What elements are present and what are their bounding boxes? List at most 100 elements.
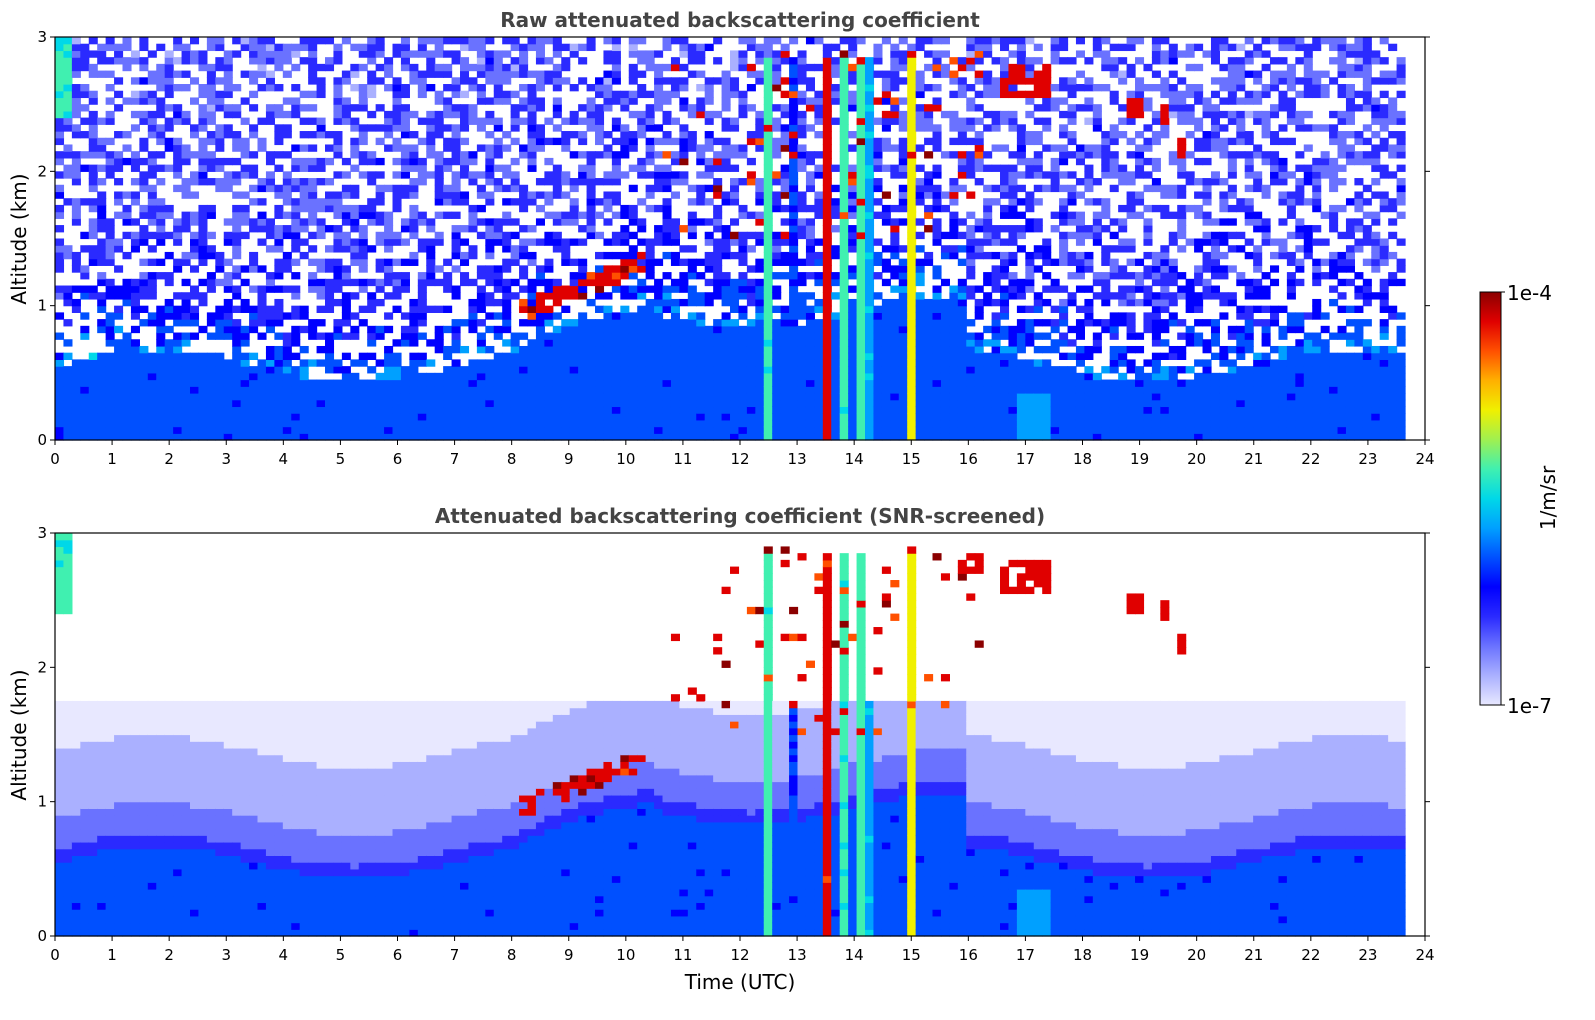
- heatmap-cell: [552, 379, 562, 387]
- heatmap-cell: [696, 345, 706, 354]
- heatmap-cell: [805, 37, 815, 45]
- heatmap-cell: [299, 57, 309, 65]
- heatmap-cell: [881, 298, 891, 307]
- heatmap-cell: [763, 70, 773, 78]
- heatmap-cell: [206, 77, 216, 85]
- heatmap-cell: [805, 406, 815, 414]
- heatmap-cell: [696, 84, 706, 92]
- heatmap-cell: [190, 292, 200, 300]
- heatmap-cell: [80, 84, 90, 92]
- heatmap-cell: [552, 298, 562, 307]
- heatmap-cell: [88, 392, 98, 401]
- heatmap-cell: [569, 406, 579, 414]
- heatmap-cell: [578, 419, 588, 428]
- heatmap-cell: [502, 392, 512, 401]
- heatmap-cell: [924, 433, 934, 441]
- heatmap-cell: [1000, 178, 1010, 186]
- heatmap-cell: [755, 278, 765, 287]
- heatmap-cell: [687, 137, 697, 146]
- heatmap-cell: [282, 198, 292, 206]
- heatmap-cell: [291, 272, 301, 280]
- heatmap-cell: [595, 413, 605, 421]
- heatmap-cell: [375, 392, 385, 401]
- heatmap-cell: [173, 319, 183, 327]
- heatmap-cell: [358, 84, 368, 92]
- heatmap-cell: [578, 366, 588, 374]
- heatmap-cell: [907, 251, 917, 260]
- heatmap-cell: [215, 37, 225, 45]
- heatmap-cell: [139, 43, 149, 52]
- heatmap-cell: [898, 97, 908, 105]
- heatmap-cell: [190, 57, 200, 65]
- heatmap-cell: [384, 413, 394, 421]
- heatmap-cell: [780, 413, 790, 421]
- heatmap-cell: [763, 339, 773, 347]
- heatmap-cell: [55, 171, 65, 179]
- heatmap-cell: [282, 413, 292, 421]
- heatmap-cell: [595, 332, 605, 340]
- heatmap-cell: [637, 90, 647, 99]
- heatmap-cell: [797, 204, 807, 213]
- heatmap-cell: [856, 131, 866, 139]
- heatmap-cell: [173, 379, 183, 387]
- heatmap-cell: [156, 151, 166, 159]
- heatmap-cell: [654, 332, 664, 340]
- heatmap-cell: [527, 37, 537, 45]
- heatmap-cell: [569, 399, 579, 408]
- heatmap-cell: [865, 392, 875, 401]
- heatmap-cell: [721, 298, 731, 307]
- heatmap-cell: [974, 339, 984, 347]
- heatmap-cell: [510, 419, 520, 428]
- heatmap-cell: [485, 218, 495, 226]
- heatmap-cell: [232, 359, 242, 367]
- heatmap-cell: [257, 225, 267, 233]
- heatmap-cell: [468, 379, 478, 387]
- heatmap-cell: [114, 325, 124, 334]
- heatmap-cell: [772, 231, 782, 240]
- heatmap-cell: [966, 231, 976, 240]
- heatmap-cell: [586, 110, 596, 119]
- heatmap-cell: [510, 137, 520, 146]
- heatmap-cell: [907, 258, 917, 266]
- heatmap-cell: [240, 413, 250, 421]
- heatmap-cell: [662, 164, 672, 172]
- heatmap-cell: [865, 164, 875, 172]
- heatmap-cell: [890, 339, 900, 347]
- heatmap-cell: [890, 204, 900, 213]
- heatmap-cell: [493, 325, 503, 334]
- heatmap-cell: [215, 63, 225, 72]
- heatmap-cell: [662, 339, 672, 347]
- heatmap-cell: [713, 151, 723, 159]
- heatmap-cell: [1059, 319, 1069, 327]
- heatmap-cell: [493, 178, 503, 186]
- heatmap-cell: [1008, 117, 1018, 125]
- heatmap-cell: [544, 77, 554, 85]
- heatmap-cell: [772, 171, 782, 179]
- heatmap-cell: [763, 325, 773, 334]
- heatmap-cell: [1000, 406, 1010, 414]
- heatmap-cell: [519, 352, 529, 360]
- heatmap-cell: [223, 372, 233, 381]
- heatmap-cell: [105, 386, 115, 394]
- heatmap-cell: [1016, 90, 1026, 99]
- heatmap-cell: [873, 366, 883, 374]
- heatmap-cell: [814, 63, 824, 72]
- heatmap-cell: [282, 110, 292, 119]
- heatmap-cell: [156, 110, 166, 119]
- heatmap-cell: [316, 406, 326, 414]
- heatmap-cell: [392, 157, 402, 166]
- heatmap-cell: [139, 90, 149, 99]
- heatmap-cell: [333, 413, 343, 421]
- heatmap-cell: [519, 191, 529, 199]
- heatmap-cell: [173, 37, 183, 45]
- heatmap-cell: [991, 225, 1001, 233]
- heatmap-cell: [130, 90, 140, 99]
- heatmap-cell: [173, 43, 183, 52]
- heatmap-cell: [603, 265, 613, 273]
- heatmap-cell: [873, 184, 883, 193]
- heatmap-cell: [907, 104, 917, 112]
- heatmap-cell: [215, 97, 225, 105]
- heatmap-cell: [274, 285, 284, 293]
- heatmap-cell: [485, 63, 495, 72]
- heatmap-cell: [308, 426, 318, 434]
